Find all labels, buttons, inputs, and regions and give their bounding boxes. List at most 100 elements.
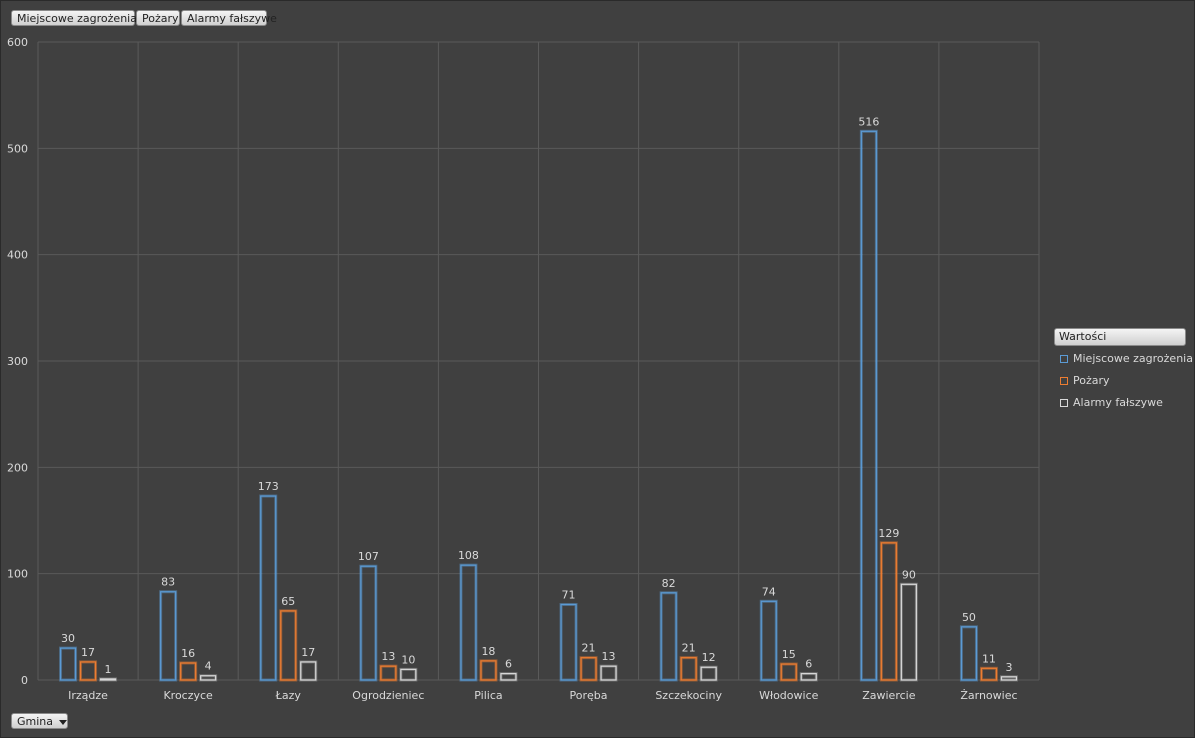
bar-glow (199, 674, 218, 682)
bar-glow (759, 599, 778, 682)
data-label: 82 (662, 577, 676, 590)
data-label: 18 (481, 645, 495, 658)
data-label: 129 (878, 527, 899, 540)
legend-label: Alarmy fałszywe (1073, 396, 1163, 409)
data-label: 1 (105, 663, 112, 676)
bar (79, 661, 97, 681)
bar (960, 626, 978, 681)
bar (460, 564, 477, 681)
x-tick-label: Żarnowiec (960, 689, 1017, 702)
field-button-miejscowe-zagrozenia[interactable]: Miejscowe zagrożenia (11, 10, 137, 26)
bar (560, 603, 577, 681)
bar-glow (179, 661, 198, 682)
legend-item-pozary: Pożary (1058, 370, 1186, 392)
bar (260, 495, 277, 681)
x-tick-label: Łazy (275, 689, 302, 702)
legend-item-alarmy-falszywe: Alarmy fałszywe (1058, 392, 1186, 414)
bar (400, 668, 417, 681)
bar (800, 673, 817, 681)
data-label: 30 (61, 632, 75, 645)
bar (180, 662, 197, 681)
data-label: 13 (602, 650, 616, 663)
bar (160, 591, 177, 681)
bar (600, 665, 617, 681)
data-label: 3 (1005, 661, 1012, 674)
bar (280, 610, 297, 681)
gmina-label: Gmina (17, 715, 54, 728)
y-tick-label: 400 (7, 249, 28, 262)
bar (900, 583, 917, 681)
x-tick-label: Włodowice (759, 689, 819, 702)
bar (580, 657, 597, 681)
bar-glow (559, 603, 578, 682)
data-label: 108 (458, 549, 479, 562)
data-label: 4 (205, 660, 212, 673)
data-label: 74 (762, 585, 776, 598)
bar (700, 666, 717, 681)
bar (380, 665, 397, 681)
data-label: 65 (281, 595, 295, 608)
y-tick-label: 200 (7, 461, 28, 474)
bar (1000, 676, 1018, 681)
bar (500, 673, 517, 681)
bar-glow (879, 541, 898, 682)
bar (99, 678, 117, 681)
data-label: 16 (181, 647, 195, 660)
x-tick-label: Poręba (570, 689, 608, 702)
bar-glow (359, 564, 378, 682)
x-tick-label: Szczekociny (655, 689, 722, 702)
data-label: 71 (562, 589, 576, 602)
x-tick-label: Irządze (68, 689, 108, 702)
bar (680, 657, 697, 681)
bar-glow (799, 672, 818, 682)
data-label: 17 (81, 646, 95, 659)
data-label: 10 (401, 653, 415, 666)
legend-title-button[interactable]: Wartości (1054, 328, 1186, 346)
field-button-pozary[interactable]: Pożary (136, 10, 180, 26)
bar (200, 675, 217, 681)
field-button-gmina[interactable]: Gmina (11, 713, 68, 729)
data-label: 15 (782, 648, 796, 661)
bar-glow (299, 660, 318, 682)
bar-glow (79, 660, 98, 682)
data-label: 6 (805, 658, 812, 671)
bar-glow (659, 591, 678, 682)
bar-glow (259, 494, 278, 682)
bar-glow (479, 659, 498, 682)
legend-swatch-blue (1060, 355, 1068, 363)
bar-glow (59, 646, 78, 682)
y-tick-label: 100 (7, 568, 28, 581)
legend: Wartości Miejscowe zagrożenia Pożary Ala… (1054, 328, 1193, 414)
bar-glow (459, 563, 478, 682)
bar-glow (779, 662, 798, 682)
data-label: 83 (161, 576, 175, 589)
bar (59, 647, 77, 681)
y-tick-label: 300 (7, 355, 28, 368)
legend-label: Pożary (1073, 374, 1110, 387)
legend-swatch-orange (1060, 377, 1068, 385)
x-tick-label: Pilica (474, 689, 502, 702)
x-tick-label: Kroczyce (163, 689, 213, 702)
data-label: 50 (962, 611, 976, 624)
data-label: 21 (682, 642, 696, 655)
bar-glow (499, 672, 518, 682)
data-label: 17 (301, 646, 315, 659)
bar-glow (379, 664, 398, 682)
data-label: 12 (702, 651, 716, 664)
data-label: 516 (858, 115, 879, 128)
bar (300, 661, 317, 681)
bar (980, 667, 998, 681)
data-label: 11 (982, 652, 996, 665)
chevron-down-icon (59, 719, 68, 725)
bar-glow (979, 666, 998, 682)
legend-swatch-gray (1060, 399, 1068, 407)
data-label: 21 (582, 642, 596, 655)
bar (660, 592, 677, 681)
field-button-alarmy-falszywe[interactable]: Alarmy fałszywe (181, 10, 277, 26)
x-tick-label: Ogrodzieniec (352, 689, 424, 702)
bar-glow (699, 665, 718, 682)
data-label: 13 (381, 650, 395, 663)
legend-label: Miejscowe zagrożenia (1073, 352, 1193, 365)
bar-glow (859, 129, 878, 682)
